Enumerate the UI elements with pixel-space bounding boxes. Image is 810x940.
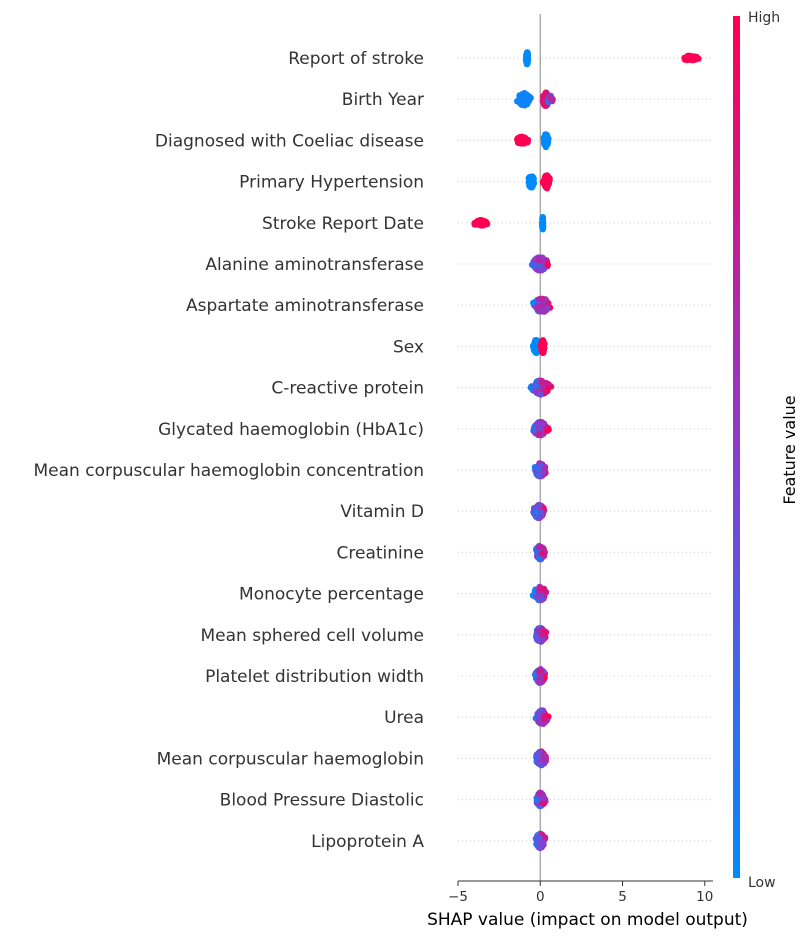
feature-label: Sex bbox=[393, 337, 424, 357]
x-tick-label: −5 bbox=[448, 889, 468, 905]
shap-dot bbox=[532, 337, 539, 345]
colorbar-gradient bbox=[733, 16, 740, 878]
feature-label: Report of stroke bbox=[288, 49, 424, 69]
row-guides bbox=[458, 57, 713, 842]
feature-label: Monocyte percentage bbox=[239, 585, 424, 605]
feature-label: Platelet distribution width bbox=[205, 667, 424, 687]
colorbar-low-label: Low bbox=[748, 875, 776, 891]
feature-label: Birth Year bbox=[342, 90, 424, 110]
shap-dot bbox=[536, 790, 543, 797]
x-axis-title: SHAP value (impact on model output) bbox=[427, 910, 748, 930]
shap-dot bbox=[547, 94, 554, 102]
x-tick-label: 0 bbox=[536, 889, 545, 905]
shap-dot bbox=[532, 383, 539, 390]
shap-dot bbox=[543, 136, 550, 144]
feature-label: Diagnosed with Coeliac disease bbox=[155, 131, 424, 151]
shap-dot bbox=[539, 795, 546, 802]
feature-label: Stroke Report Date bbox=[262, 214, 424, 234]
shap-dot bbox=[535, 421, 542, 428]
colorbar: High Low Feature value bbox=[733, 10, 799, 891]
shap-dot bbox=[685, 56, 692, 63]
feature-label: Primary Hypertension bbox=[239, 173, 424, 193]
shap-dot bbox=[538, 379, 545, 386]
shap-dot bbox=[525, 174, 532, 182]
shap-dot bbox=[526, 182, 533, 189]
feature-label: Mean corpuscular haemoglobin concentrati… bbox=[34, 461, 425, 481]
feature-label: Urea bbox=[384, 708, 424, 728]
feature-labels: Report of stroke Birth Year Diagnosed with… bbox=[34, 49, 425, 852]
shap-dot bbox=[538, 550, 546, 557]
beeswarm-dots bbox=[471, 49, 702, 851]
shap-dot bbox=[541, 177, 548, 184]
shap-dot bbox=[536, 555, 543, 562]
shap-dot bbox=[479, 218, 486, 225]
x-axis: −5 0 5 10 SHAP value (impact on model outpu… bbox=[427, 880, 748, 930]
shap-dot bbox=[537, 462, 544, 470]
shap-dot bbox=[532, 348, 539, 355]
shap-dot bbox=[521, 134, 529, 141]
x-ticks: −5 0 5 10 bbox=[448, 881, 713, 905]
shap-dot bbox=[538, 303, 546, 310]
colorbar-title: Feature value bbox=[780, 395, 799, 504]
shap-dot bbox=[538, 508, 545, 516]
shap-dot bbox=[537, 708, 544, 715]
shap-dot bbox=[540, 265, 548, 273]
shap-dot bbox=[539, 469, 547, 477]
feature-label: Aspartate aminotransferase bbox=[186, 296, 424, 316]
shap-dot bbox=[537, 391, 544, 398]
shap-dot bbox=[536, 677, 543, 684]
shap-dot bbox=[524, 49, 531, 56]
shap-dot bbox=[541, 716, 548, 723]
x-tick-label: 5 bbox=[618, 889, 627, 905]
shap-dot bbox=[536, 430, 543, 437]
shap-dot bbox=[536, 593, 543, 601]
shap-dot bbox=[539, 225, 547, 232]
shap-dot bbox=[524, 55, 531, 62]
feature-label: Blood Pressure Diastolic bbox=[220, 791, 424, 811]
feature-label: Mean sphered cell volume bbox=[200, 626, 424, 646]
shap-dot bbox=[537, 840, 545, 847]
x-tick-label: 10 bbox=[696, 889, 713, 905]
feature-label: Glycated haemoglobin (HbA1c) bbox=[158, 420, 424, 440]
shap-dot bbox=[539, 340, 547, 347]
shap-dot bbox=[540, 755, 547, 762]
feature-label: Mean corpuscular haemoglobin bbox=[157, 749, 424, 769]
feature-label: Lipoprotein A bbox=[311, 832, 424, 852]
feature-label: Creatinine bbox=[337, 543, 424, 563]
shap-dot bbox=[538, 295, 546, 302]
shap-dot bbox=[537, 671, 545, 679]
shap-dot bbox=[534, 637, 542, 644]
colorbar-high-label: High bbox=[748, 10, 780, 26]
shap-dot bbox=[520, 90, 528, 98]
feature-label: C-reactive protein bbox=[271, 379, 424, 399]
shap-dot bbox=[536, 544, 544, 551]
shap-dot bbox=[536, 502, 543, 509]
feature-label: Alanine aminotransferase bbox=[205, 255, 424, 275]
shap-dot bbox=[533, 796, 541, 804]
shap-dot bbox=[539, 214, 546, 222]
feature-label: Vitamin D bbox=[340, 502, 424, 522]
shap-dot bbox=[544, 261, 551, 268]
shap-dot bbox=[538, 254, 546, 261]
shap-dot bbox=[539, 631, 546, 639]
shap-dot bbox=[536, 749, 543, 757]
shap-dot bbox=[533, 835, 540, 842]
